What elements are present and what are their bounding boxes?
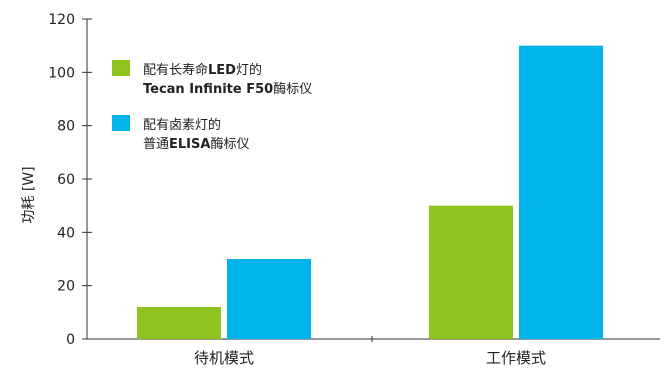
- legend-label: Tecan Infinite F50酶标仪: [143, 81, 312, 97]
- legend-label: 普通ELISA酶标仪: [143, 136, 249, 152]
- y-tick-label: 0: [66, 332, 75, 348]
- legend-label-segment: 配有长寿命: [143, 62, 208, 78]
- legend-label-segment: 灯的: [236, 62, 262, 78]
- bars: [137, 45, 603, 340]
- bar-series2-standby: [227, 259, 311, 339]
- y-tick-label: 120: [48, 12, 75, 28]
- legend-label: 配有卤素灯的: [143, 117, 221, 133]
- legend-label-segment: ELISA: [169, 137, 210, 152]
- bar-series1-standby: [137, 307, 221, 339]
- y-tick-label: 40: [57, 225, 75, 241]
- axes: 0 20 40 60 80 100 120 待机模式 工作模式: [48, 12, 660, 367]
- y-tick-label: 60: [57, 172, 75, 188]
- legend-label-segment: LED: [208, 63, 236, 78]
- y-tick-label: 20: [57, 279, 75, 295]
- y-tick-label: 80: [57, 119, 75, 135]
- legend-swatch: [112, 60, 130, 76]
- bar-series1-operating: [429, 205, 513, 339]
- y-tick-label: 100: [48, 65, 75, 81]
- legend-label-segment: 普通: [143, 137, 169, 152]
- legend-swatch: [112, 115, 130, 131]
- bar-series2-operating: [519, 45, 603, 340]
- legend-label-segment: 酶标仪: [273, 81, 312, 97]
- legend-label-segment: 酶标仪: [210, 136, 249, 152]
- legend-label-segment: Tecan Infinite F50: [143, 82, 273, 97]
- x-category-label: 待机模式: [194, 349, 254, 367]
- legend-label: 配有长寿命LED灯的: [143, 62, 262, 78]
- x-category-label: 工作模式: [486, 349, 546, 367]
- y-axis-label: 功耗 [W]: [21, 166, 37, 223]
- legend-label-segment: 配有卤素灯的: [143, 117, 221, 133]
